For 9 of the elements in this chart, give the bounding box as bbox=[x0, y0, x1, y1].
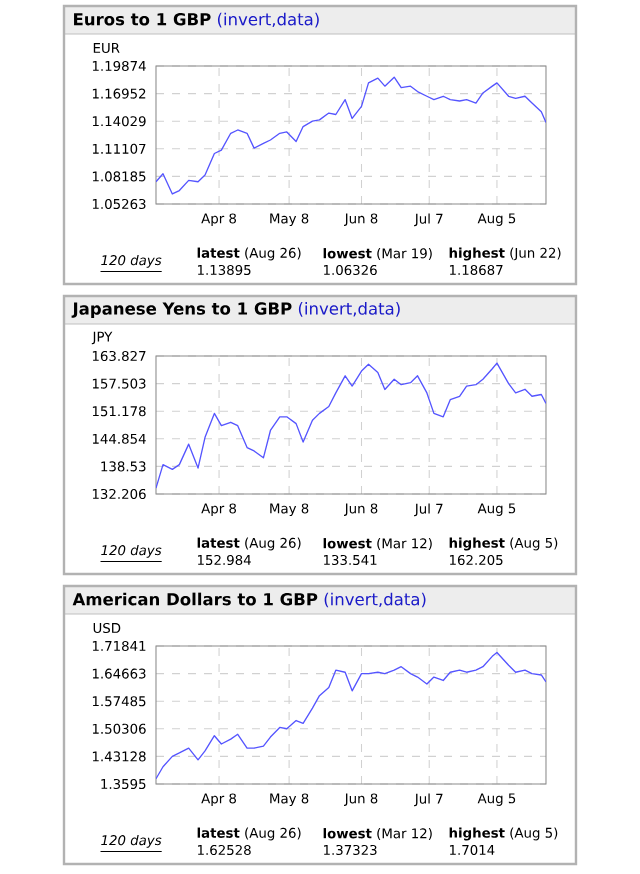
chart-title: Euros to 1 GBP bbox=[74, 12, 211, 26]
chart-subtitle: (invert,data) bbox=[324, 592, 426, 608]
line-series bbox=[155, 76, 546, 195]
line-series bbox=[155, 651, 546, 780]
chart-title: Japanese Yens to 1 GBP bbox=[71, 302, 292, 318]
chart-title: American Dollars to 1 GBP bbox=[72, 592, 318, 606]
line-series bbox=[155, 362, 546, 489]
chart-subtitle: (invert,data) bbox=[217, 12, 319, 28]
chart-subtitle: (invert,data) bbox=[298, 302, 400, 317]
